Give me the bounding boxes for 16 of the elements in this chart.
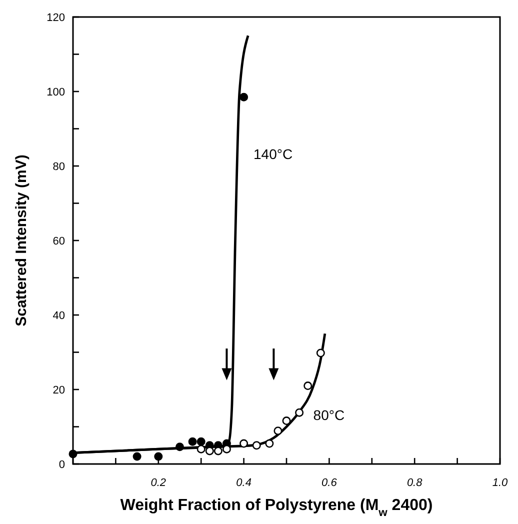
- y-tick-label: 40: [52, 310, 65, 322]
- y-tick-label: 0: [58, 459, 65, 471]
- x-tick-label: 0.2: [150, 477, 166, 489]
- x-axis-title: Weight Fraction of Polystyrene (M$_{w}$ 2400): [120, 497, 433, 519]
- y-axis-title: Scattered Intensity (mV): [13, 154, 30, 326]
- y-tick-label: 100: [46, 86, 65, 98]
- y-tick-label: 80: [52, 161, 65, 173]
- annotation: 80°C: [313, 406, 345, 423]
- y-tick-label: 120: [46, 12, 65, 24]
- x-tick-label: 0.4: [236, 477, 252, 489]
- y-tick-label: 60: [52, 236, 65, 248]
- y-tick-label: 20: [52, 384, 65, 396]
- x-tick-label: 1.0: [492, 477, 509, 489]
- x-tick-label: 0.8: [406, 477, 424, 489]
- annotation: 140°C: [254, 146, 293, 162]
- x-tick-label: 0.6: [322, 477, 338, 489]
